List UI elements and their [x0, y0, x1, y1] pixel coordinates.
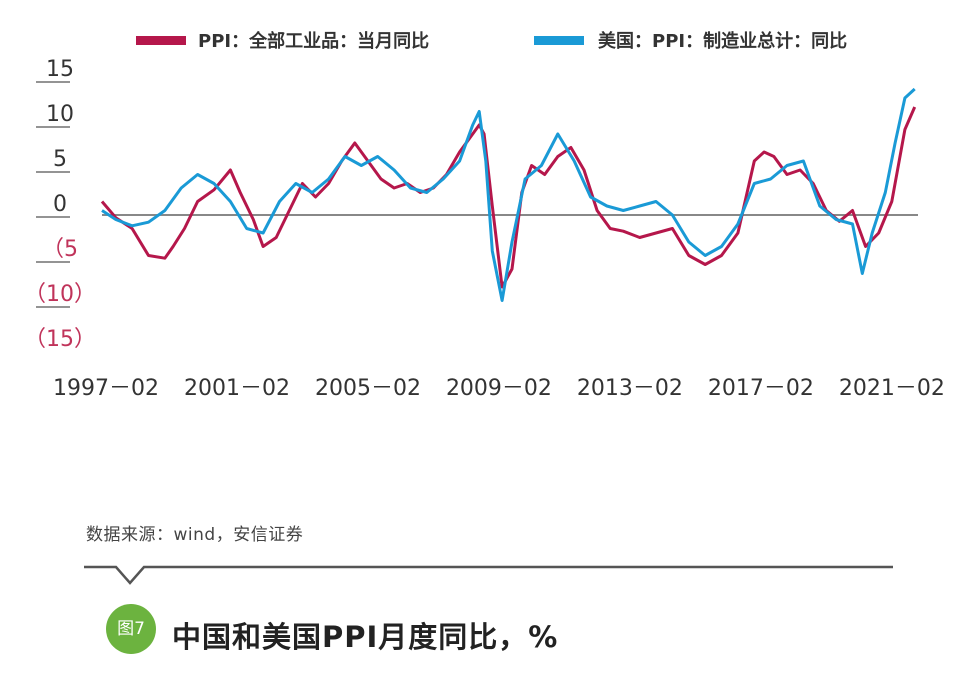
y-tick-label: （5	[42, 237, 78, 262]
x-tick-label: 2013－02	[577, 376, 683, 401]
x-tick-label: 2009－02	[446, 376, 552, 401]
y-tick-label: 0	[53, 192, 67, 217]
legend-swatch-1	[136, 36, 186, 45]
chart-title: 中国和美国PPI月度同比，%	[172, 620, 559, 654]
data-source-note: 数据来源：wind，安信证券	[86, 525, 304, 545]
ppi-line-chart: PPI：全部工业品：当月同比 美国：PPI：制造业总计：同比 15 10 5 0 （5 （10…	[24, 30, 945, 401]
y-tick-label: （10）	[24, 282, 96, 307]
y-tick-label: 5	[53, 147, 67, 172]
y-tick-label: （15）	[24, 327, 96, 352]
caption-divider	[84, 565, 893, 585]
series-line-us-ppi	[101, 87, 916, 302]
y-tick-label: 15	[46, 57, 74, 82]
y-tick-label: 10	[46, 102, 74, 127]
x-tick-label: 2001－02	[184, 376, 290, 401]
x-tick-label: 2021－02	[839, 376, 945, 401]
x-tick-label: 2017－02	[708, 376, 814, 401]
legend-label-1: PPI：全部工业品：当月同比	[198, 30, 429, 52]
legend-label-2: 美国：PPI：制造业总计：同比	[598, 30, 847, 52]
series-line-china-ppi	[100, 106, 917, 289]
figure-badge: 图7	[106, 604, 156, 654]
x-tick-label: 1997－02	[53, 376, 159, 401]
x-tick-label: 2005－02	[315, 376, 421, 401]
legend-swatch-2	[534, 36, 584, 45]
